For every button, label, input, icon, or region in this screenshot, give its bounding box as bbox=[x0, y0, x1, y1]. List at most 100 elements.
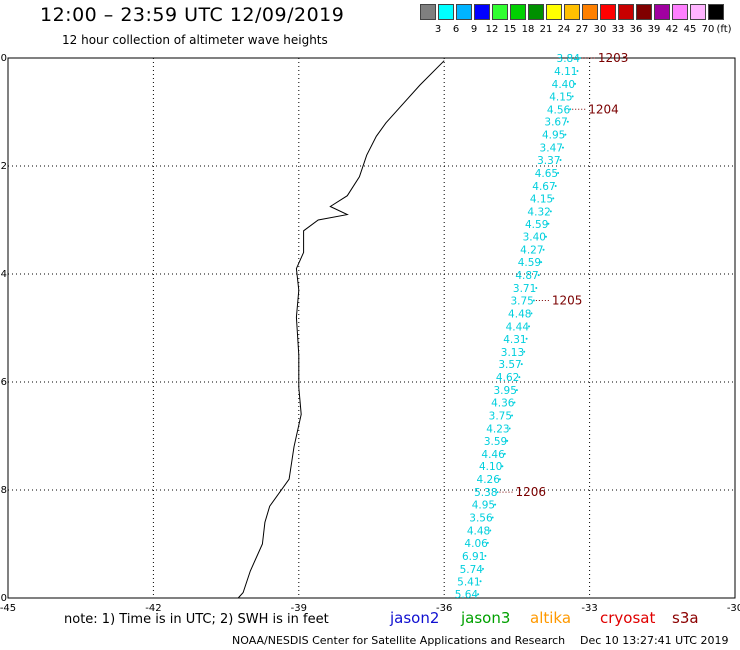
scale-label: 39 bbox=[647, 24, 661, 35]
map-subtitle: 12 hour collection of altimeter wave hei… bbox=[62, 33, 328, 47]
wave-height-label: 4.27 bbox=[520, 245, 543, 257]
track-point bbox=[559, 159, 562, 162]
track-point bbox=[532, 299, 535, 302]
lon-tick-label: -36 bbox=[436, 603, 452, 614]
scale-label: 42 bbox=[665, 24, 679, 35]
map-title: 12:00 – 23:59 UTC 12/09/2019 bbox=[40, 4, 345, 26]
scale-swatch bbox=[546, 4, 562, 20]
scale-label: 12 bbox=[485, 24, 499, 35]
track-point bbox=[511, 414, 514, 417]
wave-height-label: 4.36 bbox=[491, 398, 515, 410]
wave-height-label: 3.37 bbox=[537, 155, 560, 167]
wave-height-label: 3.75 bbox=[510, 295, 533, 307]
wave-height-label: 5.41 bbox=[457, 576, 480, 588]
track-point bbox=[571, 95, 574, 98]
credit-text: NOAA/NESDIS Center for Satellite Applica… bbox=[232, 634, 566, 647]
timestamp-text: Dec 10 13:27:41 UTC 2019 bbox=[580, 634, 729, 647]
wave-height-label: 4.56 bbox=[547, 104, 571, 116]
wave-height-label: 4.67 bbox=[532, 181, 555, 193]
wave-height-label: 4.59 bbox=[518, 257, 541, 269]
wave-height-label: 4.15 bbox=[530, 193, 553, 205]
track-point bbox=[540, 261, 543, 264]
scale-swatch bbox=[654, 4, 670, 20]
wave-height-label: 4.32 bbox=[527, 206, 550, 218]
scale-swatch bbox=[600, 4, 616, 20]
satellite-jason3-label: jason3 bbox=[461, 609, 511, 627]
track-point bbox=[574, 82, 577, 85]
track-point bbox=[494, 503, 497, 506]
scale-swatch bbox=[690, 4, 706, 20]
wave-height-label: 3.75 bbox=[489, 410, 512, 422]
wave-height-label: 3.84 bbox=[557, 53, 581, 65]
wave-height-label: 4.15 bbox=[549, 91, 572, 103]
track-point bbox=[503, 452, 506, 455]
scale-label: 15 bbox=[503, 24, 517, 35]
track-point bbox=[496, 491, 499, 494]
cycle-label: 1204 bbox=[588, 102, 619, 116]
lat-tick-label: -14 bbox=[0, 269, 7, 280]
track-point bbox=[513, 401, 516, 404]
scale-label: 33 bbox=[611, 24, 625, 35]
scale-swatch bbox=[456, 4, 472, 20]
wave-height-label: 4.31 bbox=[503, 334, 526, 346]
track-point bbox=[501, 465, 504, 468]
track-point bbox=[549, 210, 552, 213]
track-point bbox=[554, 184, 557, 187]
wave-height-label: 4.26 bbox=[477, 474, 501, 486]
scale-swatch bbox=[672, 4, 688, 20]
track-point bbox=[552, 197, 555, 200]
scale-unit-label: (ft) bbox=[716, 24, 732, 35]
wave-height-label: 4.46 bbox=[481, 449, 505, 461]
track-point bbox=[537, 274, 540, 277]
scale-label: 18 bbox=[521, 24, 535, 35]
lon-tick-label: -30 bbox=[727, 603, 740, 614]
wave-height-label: 4.95 bbox=[542, 130, 565, 142]
lon-tick-label: -33 bbox=[581, 603, 597, 614]
scale-swatch bbox=[438, 4, 454, 20]
wave-height-label: 4.44 bbox=[506, 321, 530, 333]
lat-tick-label: -10 bbox=[0, 53, 7, 64]
track-point bbox=[481, 567, 484, 570]
scale-label: 9 bbox=[470, 24, 478, 35]
wave-height-label: 5.74 bbox=[460, 564, 484, 576]
satellite-s3a-label: s3a bbox=[672, 609, 699, 627]
coastline bbox=[237, 60, 445, 599]
scale-label: 36 bbox=[629, 24, 643, 35]
track-point bbox=[530, 312, 533, 315]
track-point bbox=[520, 363, 523, 366]
scale-swatch bbox=[582, 4, 598, 20]
track-point bbox=[561, 146, 564, 149]
wave-height-label: 6.91 bbox=[462, 551, 485, 563]
track-point bbox=[578, 57, 581, 59]
wave-height-label: 4.40 bbox=[552, 79, 575, 91]
satellite-cryosat-label: cryosat bbox=[600, 609, 656, 627]
scale-swatch bbox=[618, 4, 634, 20]
track-point bbox=[528, 325, 531, 328]
scale-label: 3 bbox=[434, 24, 442, 35]
wave-height-label: 4.23 bbox=[486, 423, 509, 435]
track-point bbox=[498, 478, 501, 481]
track-point bbox=[491, 516, 494, 519]
scale-label: 70 bbox=[701, 24, 715, 35]
track-point bbox=[525, 337, 528, 340]
wave-height-label: 4.65 bbox=[535, 168, 558, 180]
lat-tick-label: -20 bbox=[0, 593, 7, 604]
footer-note: note: 1) Time is in UTC; 2) SWH is in fe… bbox=[64, 612, 329, 627]
track-point bbox=[477, 593, 480, 596]
cycle-label: 1203 bbox=[598, 51, 629, 65]
wave-height-label: 5.38 bbox=[474, 487, 497, 499]
track-point bbox=[518, 376, 521, 379]
scale-swatch bbox=[492, 4, 508, 20]
scale-swatch bbox=[708, 4, 724, 20]
lat-tick-label: -12 bbox=[0, 161, 7, 172]
wave-height-label: 3.67 bbox=[544, 117, 567, 129]
scale-label: 6 bbox=[452, 24, 460, 35]
scale-swatch bbox=[564, 4, 580, 20]
wave-height-label: 4.48 bbox=[467, 526, 490, 538]
wave-height-label: 4.11 bbox=[554, 66, 577, 78]
wave-height-label: 3.40 bbox=[523, 232, 546, 244]
scale-label: 24 bbox=[557, 24, 571, 35]
wave-height-label: 3.56 bbox=[469, 513, 493, 525]
wave-height-label: 4.59 bbox=[525, 219, 548, 231]
